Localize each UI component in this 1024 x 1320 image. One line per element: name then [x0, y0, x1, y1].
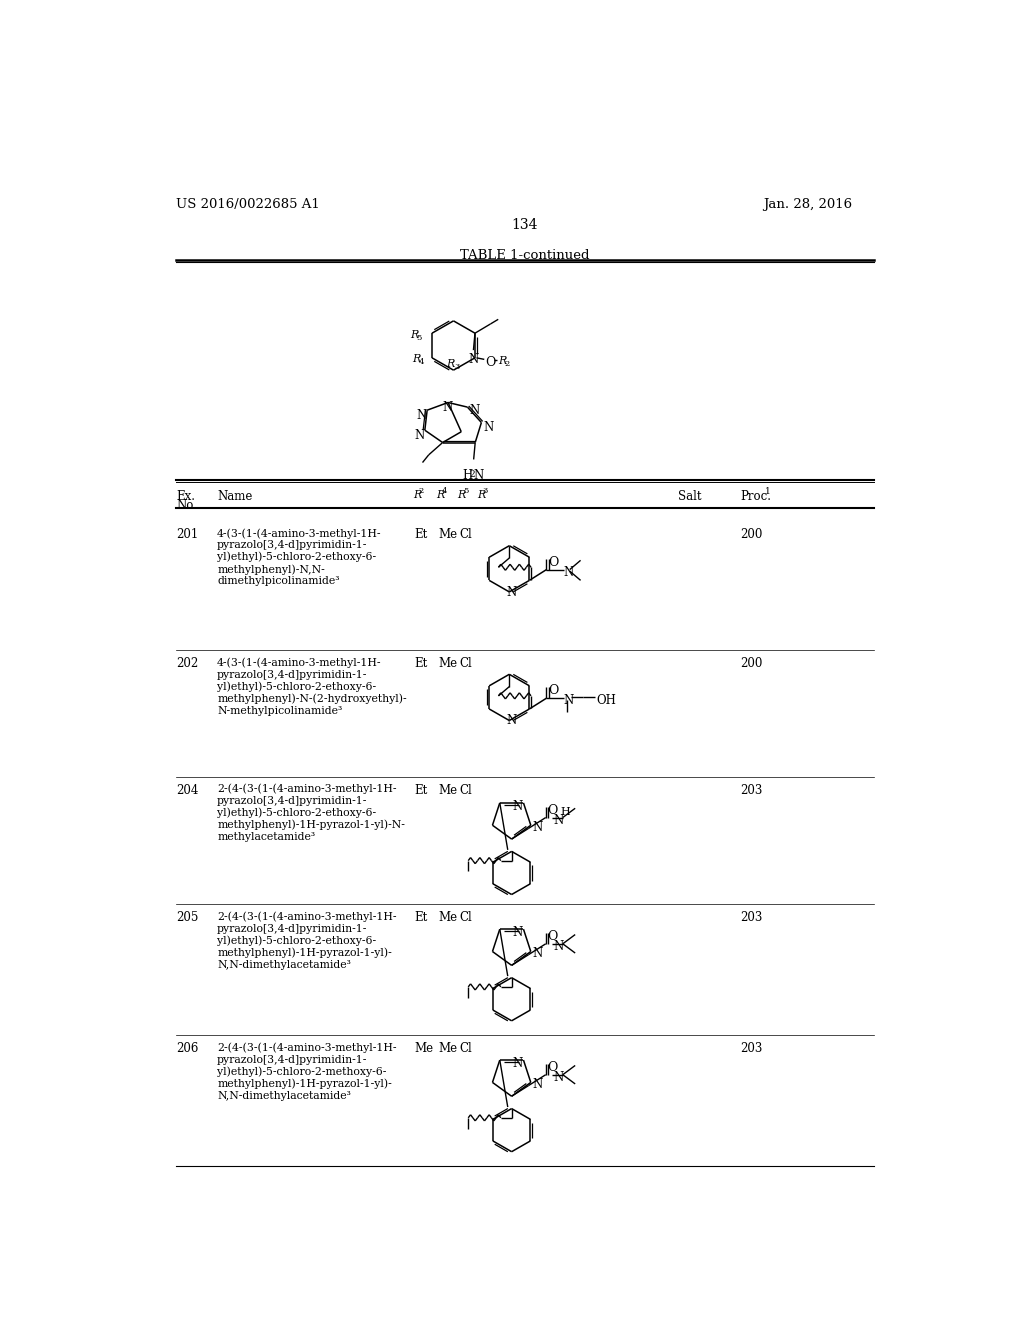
Text: H: H [560, 807, 570, 817]
Text: No.: No. [176, 499, 197, 512]
Text: Cl: Cl [460, 1043, 472, 1056]
Text: N: N [513, 1057, 523, 1071]
Text: 205: 205 [176, 911, 199, 924]
Text: Salt: Salt [678, 490, 701, 503]
Text: R: R [477, 490, 485, 500]
Text: N: N [483, 421, 494, 434]
Text: N: N [532, 1078, 543, 1090]
Text: O: O [548, 684, 558, 697]
Text: 200: 200 [740, 528, 763, 541]
Text: 2-(4-(3-(1-(4-amino-3-methyl-1H-
pyrazolo[3,4-d]pyrimidin-1-
yl)ethyl)-5-chloro-: 2-(4-(3-(1-(4-amino-3-methyl-1H- pyrazol… [217, 911, 396, 970]
Text: 2: 2 [505, 360, 510, 368]
Text: 201: 201 [176, 528, 199, 541]
Text: N: N [474, 469, 484, 482]
Text: N: N [563, 566, 573, 578]
Text: 4: 4 [419, 358, 424, 366]
Text: N: N [469, 354, 479, 366]
Text: Cl: Cl [460, 784, 472, 797]
Text: H: H [463, 469, 473, 482]
Text: R: R [499, 356, 507, 366]
Text: US 2016/0022685 A1: US 2016/0022685 A1 [176, 198, 319, 211]
Text: 204: 204 [176, 784, 199, 797]
Text: Et: Et [415, 784, 428, 797]
Text: N: N [513, 800, 523, 813]
Text: TABLE 1-continued: TABLE 1-continued [460, 249, 590, 263]
Text: Me: Me [438, 1043, 457, 1056]
Text: Me: Me [438, 784, 457, 797]
Text: Me: Me [438, 528, 457, 541]
Text: Me: Me [438, 911, 457, 924]
Text: 5: 5 [463, 487, 468, 495]
Text: R: R [458, 490, 466, 500]
Text: N: N [414, 429, 424, 442]
Text: R: R [412, 354, 420, 364]
Text: Ex.: Ex. [176, 490, 195, 503]
Text: N: N [513, 927, 523, 939]
Text: R: R [414, 490, 422, 500]
Text: R: R [446, 359, 455, 370]
Text: N: N [506, 714, 516, 727]
Text: 3: 3 [482, 487, 487, 495]
Text: Et: Et [415, 657, 428, 671]
Text: N: N [554, 813, 564, 826]
Text: Cl: Cl [460, 657, 472, 671]
Text: OH: OH [596, 693, 616, 706]
Text: N: N [554, 1071, 564, 1084]
Text: Et: Et [415, 528, 428, 541]
Text: O: O [547, 1061, 558, 1074]
Text: 202: 202 [176, 657, 199, 671]
Text: N: N [506, 586, 516, 599]
Text: Proc.: Proc. [740, 490, 771, 503]
Text: 4: 4 [442, 487, 447, 495]
Text: O: O [485, 356, 496, 370]
Text: 2: 2 [469, 470, 475, 479]
Text: N: N [417, 409, 427, 421]
Text: 203: 203 [740, 1043, 763, 1056]
Text: 3: 3 [454, 363, 460, 371]
Text: 134: 134 [512, 218, 538, 232]
Text: 2: 2 [419, 487, 424, 495]
Text: 203: 203 [740, 911, 763, 924]
Text: Cl: Cl [460, 911, 472, 924]
Text: 2-(4-(3-(1-(4-amino-3-methyl-1H-
pyrazolo[3,4-d]pyrimidin-1-
yl)ethyl)-5-chloro-: 2-(4-(3-(1-(4-amino-3-methyl-1H- pyrazol… [217, 1043, 396, 1101]
Text: 206: 206 [176, 1043, 199, 1056]
Text: O: O [547, 804, 558, 817]
Text: Jan. 28, 2016: Jan. 28, 2016 [764, 198, 853, 211]
Text: Me: Me [415, 1043, 434, 1056]
Text: N: N [532, 946, 543, 960]
Text: N: N [563, 694, 573, 708]
Text: 4-(3-(1-(4-amino-3-methyl-1H-
pyrazolo[3,4-d]pyrimidin-1-
yl)ethyl)-5-chloro-2-e: 4-(3-(1-(4-amino-3-methyl-1H- pyrazolo[3… [217, 657, 407, 715]
Text: 5: 5 [417, 334, 422, 342]
Text: N: N [532, 821, 543, 834]
Text: 203: 203 [740, 784, 763, 797]
Text: Name: Name [217, 490, 253, 503]
Text: O: O [548, 556, 558, 569]
Text: 200: 200 [740, 657, 763, 671]
Text: 2-(4-(3-(1-(4-amino-3-methyl-1H-
pyrazolo[3,4-d]pyrimidin-1-
yl)ethyl)-5-chloro-: 2-(4-(3-(1-(4-amino-3-methyl-1H- pyrazol… [217, 784, 406, 842]
Text: R: R [436, 490, 444, 500]
Text: N: N [469, 404, 479, 417]
Text: 1: 1 [765, 487, 771, 496]
Text: N: N [554, 940, 564, 953]
Text: R: R [411, 330, 419, 341]
Text: 4-(3-(1-(4-amino-3-methyl-1H-
pyrazolo[3,4-d]pyrimidin-1-
yl)ethyl)-5-chloro-2-e: 4-(3-(1-(4-amino-3-methyl-1H- pyrazolo[3… [217, 528, 382, 586]
Text: N: N [442, 401, 453, 414]
Text: Cl: Cl [460, 528, 472, 541]
Text: Me: Me [438, 657, 457, 671]
Text: Et: Et [415, 911, 428, 924]
Text: O: O [547, 929, 558, 942]
